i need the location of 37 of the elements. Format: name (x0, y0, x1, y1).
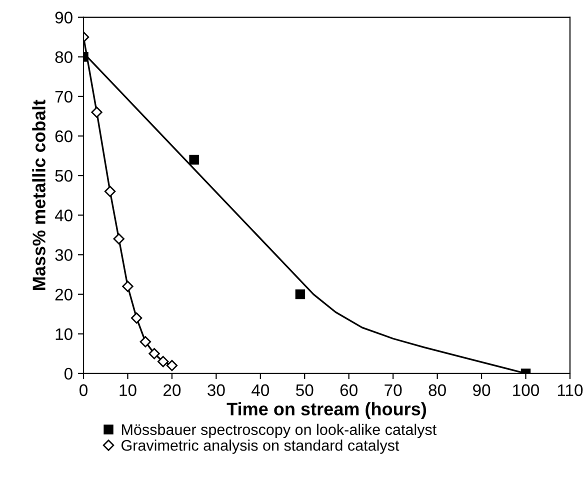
x-tick-label: 80 (428, 384, 446, 396)
x-axis-title: Time on stream (hours) (226, 402, 426, 419)
point (166, 360, 178, 372)
point (113, 233, 124, 244)
y-axis-title: Mass% metallic cobalt (32, 100, 46, 290)
point (158, 356, 169, 368)
y-tick-label: 60 (55, 130, 72, 142)
x-tick-label: 100 (513, 384, 540, 396)
x-tick-label: 0 (80, 384, 88, 396)
y-tick-label: 0 (64, 368, 72, 380)
y-tick-label: 10 (56, 328, 72, 340)
y-tick-label: 80 (55, 51, 72, 64)
point (140, 336, 152, 348)
legend-label: Mössbauer spectroscopy on look-alike catalyst (122, 424, 437, 438)
x-tick-label: 110 (558, 384, 583, 396)
y-tick-label: 50 (55, 170, 72, 182)
y-tick-label: 20 (55, 288, 72, 300)
x-tick-label: 60 (340, 384, 358, 396)
point (148, 348, 160, 360)
legend-label: Gravimetric analysis on standard catalyst (122, 440, 400, 454)
point (104, 186, 116, 198)
y-tick-label: 90 (55, 12, 72, 24)
x-tick-label: 70 (384, 384, 402, 396)
point (130, 312, 142, 324)
y-tick-label: 70 (55, 90, 72, 103)
point (295, 289, 306, 300)
x-tick-label: 20 (164, 384, 181, 396)
x-tick-label: 50 (296, 384, 314, 396)
x-tick-label: 10 (120, 384, 136, 396)
x-tick-label: 40 (252, 384, 270, 396)
x-tick-label: 90 (473, 384, 490, 396)
point (122, 280, 134, 292)
y-tick-label: 40 (54, 210, 72, 222)
x-tick-label: 30 (208, 384, 225, 396)
point (189, 154, 199, 165)
point (91, 106, 102, 118)
y-tick-label: 30 (55, 249, 72, 261)
